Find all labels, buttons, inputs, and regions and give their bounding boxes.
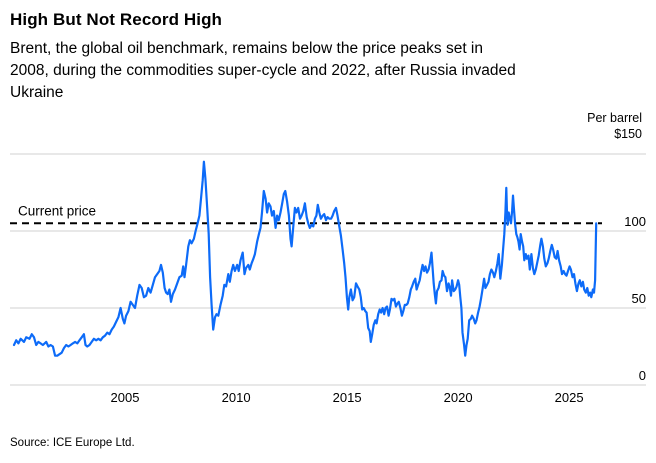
y-axis-unit: Per barrel $150 <box>587 110 642 142</box>
x-tick-label-2010: 2010 <box>222 390 251 405</box>
chart-title: High But Not Record High <box>10 10 223 29</box>
chart-subtitle: Brent, the global oil benchmark, remains… <box>10 38 652 104</box>
x-tick-label-2015: 2015 <box>333 390 362 405</box>
y-tick-label-0: 0 <box>639 368 646 383</box>
chart-subtitle-line-2: 2008, during the commodities super-cycle… <box>10 62 516 79</box>
chart-subtitle-line-1: Brent, the global oil benchmark, remains… <box>10 40 483 57</box>
x-tick-label-2005: 2005 <box>111 390 140 405</box>
chart-subtitle-line-3: Ukraine <box>10 84 64 101</box>
price-line <box>12 160 598 357</box>
x-tick-label-2020: 2020 <box>444 390 473 405</box>
y-axis-unit-label: Per barrel <box>587 111 642 125</box>
price-chart: 0 50 100 2005 2010 2015 2020 2025 Current price <box>10 153 646 405</box>
current-price-label: Current price <box>18 203 96 218</box>
y-tick-label-100: 100 <box>624 214 646 229</box>
source-note: Source: ICE Europe Ltd. <box>10 437 135 449</box>
y-tick-label-50: 50 <box>632 291 646 306</box>
x-tick-label-2025: 2025 <box>555 390 584 405</box>
y-axis-max-label: $150 <box>614 127 642 141</box>
